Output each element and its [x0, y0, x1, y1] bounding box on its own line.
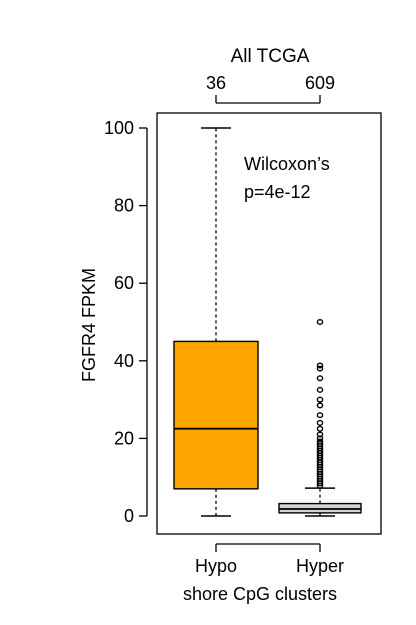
chart-title: All TCGA	[231, 46, 310, 67]
outlier-point	[316, 435, 324, 442]
outlier-point	[316, 402, 324, 409]
outlier-point	[316, 412, 324, 419]
y-tick-label: 0	[124, 506, 134, 526]
outlier-point	[316, 431, 324, 438]
y-tick-label: 60	[114, 273, 134, 293]
outlier-point	[316, 396, 324, 403]
y-tick-label: 100	[104, 118, 134, 138]
outlier-point	[316, 362, 324, 369]
outlier-point	[316, 438, 324, 445]
outlier-point	[316, 319, 324, 326]
box-hypo	[173, 340, 259, 490]
y-axis-label: FGFR4 FPKM	[79, 268, 99, 382]
annotation-line-2: p=4e-12	[244, 182, 311, 202]
x-tick-label: Hyper	[296, 556, 344, 576]
y-tick-label: 20	[114, 428, 134, 448]
group-count-label: 36	[206, 73, 226, 93]
outlier-point	[316, 440, 324, 447]
outlier-point	[316, 419, 324, 426]
outlier-point	[316, 365, 324, 372]
x-axis-label: shore CpG clusters	[183, 584, 337, 604]
x-tick-label: Hypo	[195, 556, 237, 576]
outlier-point	[316, 375, 324, 382]
outlier-point	[316, 425, 324, 432]
annotation-line-1: Wilcoxon’s	[244, 154, 330, 174]
plot-frame	[156, 112, 382, 535]
outlier-point	[316, 386, 324, 393]
group-count-label: 609	[305, 73, 335, 93]
y-tick-label: 40	[114, 351, 134, 371]
y-tick-label: 80	[114, 196, 134, 216]
